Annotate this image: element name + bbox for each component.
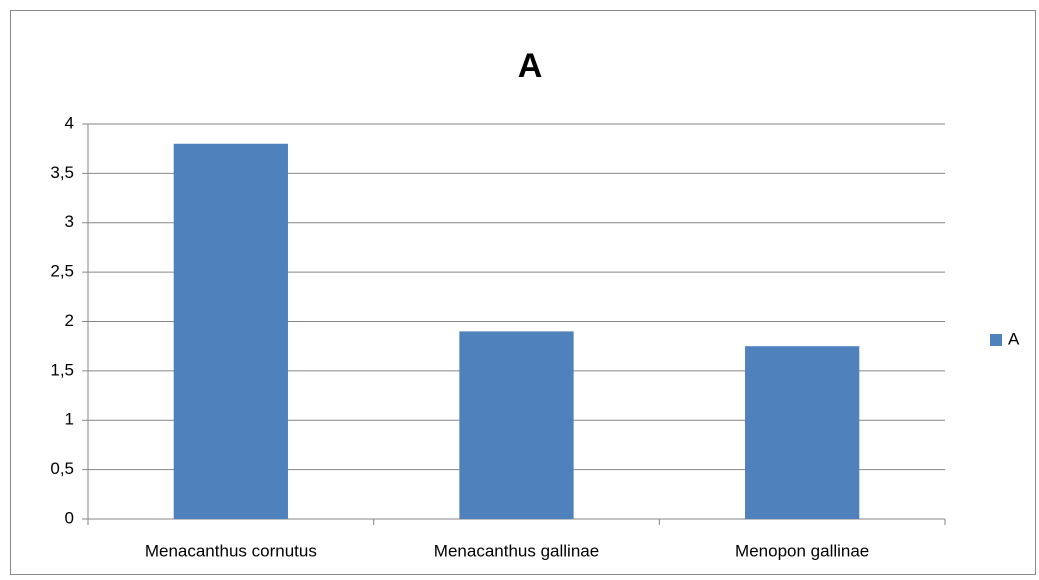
chart-title: A xyxy=(518,47,543,85)
y-tick-label: 2,5 xyxy=(50,262,74,281)
y-tick-label: 2 xyxy=(65,311,74,330)
y-tick-label: 3,5 xyxy=(50,163,74,182)
y-tick-label: 3 xyxy=(65,212,74,231)
x-tick-label: Menacanthus gallinae xyxy=(434,541,599,560)
x-tick-label: Menopon gallinae xyxy=(735,541,869,560)
bar xyxy=(745,346,860,519)
bar xyxy=(459,331,574,519)
y-tick-label: 1,5 xyxy=(50,360,74,379)
y-tick-label: 0,5 xyxy=(50,459,74,478)
y-tick-label: 1 xyxy=(65,410,74,429)
x-tick-label: Menacanthus cornutus xyxy=(145,541,317,560)
y-tick-label: 4 xyxy=(65,113,74,132)
bar xyxy=(173,143,288,519)
legend-swatch xyxy=(990,334,1002,346)
legend-label: A xyxy=(1008,329,1020,348)
y-tick-label: 0 xyxy=(65,508,74,527)
